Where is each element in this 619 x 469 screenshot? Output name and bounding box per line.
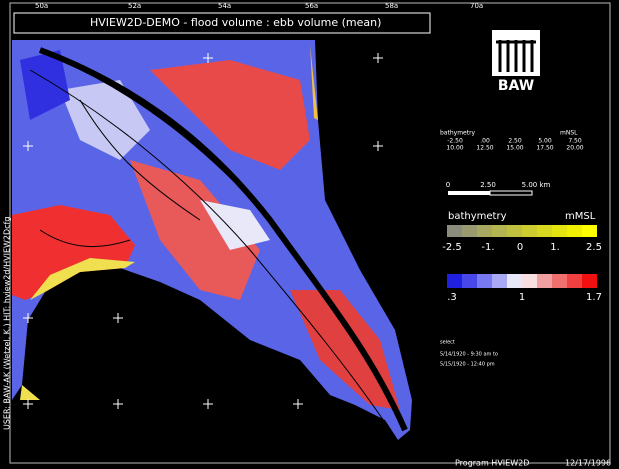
top-label: 58a [385, 2, 398, 10]
scale-label: 0 [446, 181, 450, 189]
logo-text: BAW [498, 78, 534, 94]
top-label: 54a [218, 2, 231, 10]
legend-title: bathymetry [448, 211, 507, 222]
title-box [13, 12, 431, 34]
period-line: 5/15/1920 - 12:40 pm [440, 362, 495, 368]
legend-unit: mMSL [565, 211, 596, 222]
footer-date: 12/17/1996 [565, 459, 611, 468]
logo: BAW [492, 30, 540, 94]
white-zone [200, 200, 270, 250]
info: bathymetry mNSL -2.50 .00 2.50 5.00 7.50… [440, 130, 584, 152]
map [12, 40, 412, 440]
footer-program: Program HVIEW2D [455, 459, 529, 468]
shore [30, 258, 135, 300]
info-header: mNSL [560, 130, 578, 137]
red-zone [12, 205, 135, 300]
legend-label: -2.5 [442, 242, 462, 253]
shore [310, 45, 318, 120]
top-ticks: 50a 52a 54a 56a 58a 70a [35, 2, 483, 10]
shore [20, 385, 40, 400]
scale-label: 2.50 [480, 181, 496, 189]
scale-bar: 0 2.50 5.00 km [446, 181, 551, 196]
legend-label: .3 [447, 292, 457, 303]
title: HVIEW2D-DEMO - flood volume : ebb volume… [90, 16, 381, 29]
red-zone [130, 160, 260, 300]
top-label: 52a [128, 2, 141, 10]
legend-label: 1.7 [586, 292, 602, 303]
red-zone [150, 60, 310, 170]
blue-zone [20, 50, 70, 120]
info-value: 10.00 [446, 145, 463, 152]
channel [29, 47, 408, 432]
info-value: 17.50 [536, 145, 553, 152]
info-value: -2.50 [447, 138, 463, 145]
info-value: 12.50 [476, 145, 493, 152]
top-label: 50a [35, 2, 48, 10]
frame [9, 2, 611, 464]
period-line: 5/14/1920 - 9:30 am to [440, 352, 498, 358]
scale-label: 5.00 km [522, 181, 551, 189]
red-zone [290, 290, 400, 410]
legend-label: 2.5 [586, 242, 602, 253]
grid-crosses [23, 53, 383, 409]
legend-label: -1. [481, 242, 494, 253]
info-value: .00 [480, 138, 490, 145]
period: select 5/14/1920 - 9:30 am to 5/15/1920 … [440, 340, 498, 368]
info-header: bathymetry [440, 130, 476, 137]
info-value: 7.50 [568, 138, 582, 145]
side-label: USER: BAW-AK (Wetzel, K.) HIT: hview2d/H… [3, 217, 12, 430]
top-label: 56a [305, 2, 318, 10]
bathymetry-legend: bathymetry mMSL -2.5 -1. 0 1. 2.5 [442, 211, 602, 253]
info-value: 15.00 [506, 145, 523, 152]
info-value: 2.50 [508, 138, 522, 145]
period-title: select [440, 340, 455, 346]
white-zone [60, 80, 150, 160]
legend-label: 0 [517, 242, 523, 253]
legend-label: 1 [519, 292, 525, 303]
info-value: 20.00 [566, 145, 583, 152]
ratio-legend: .3 1 1.7 [447, 274, 602, 303]
top-label: 70a [470, 2, 483, 10]
info-value: 5.00 [538, 138, 552, 145]
legend-label: 1. [550, 242, 560, 253]
